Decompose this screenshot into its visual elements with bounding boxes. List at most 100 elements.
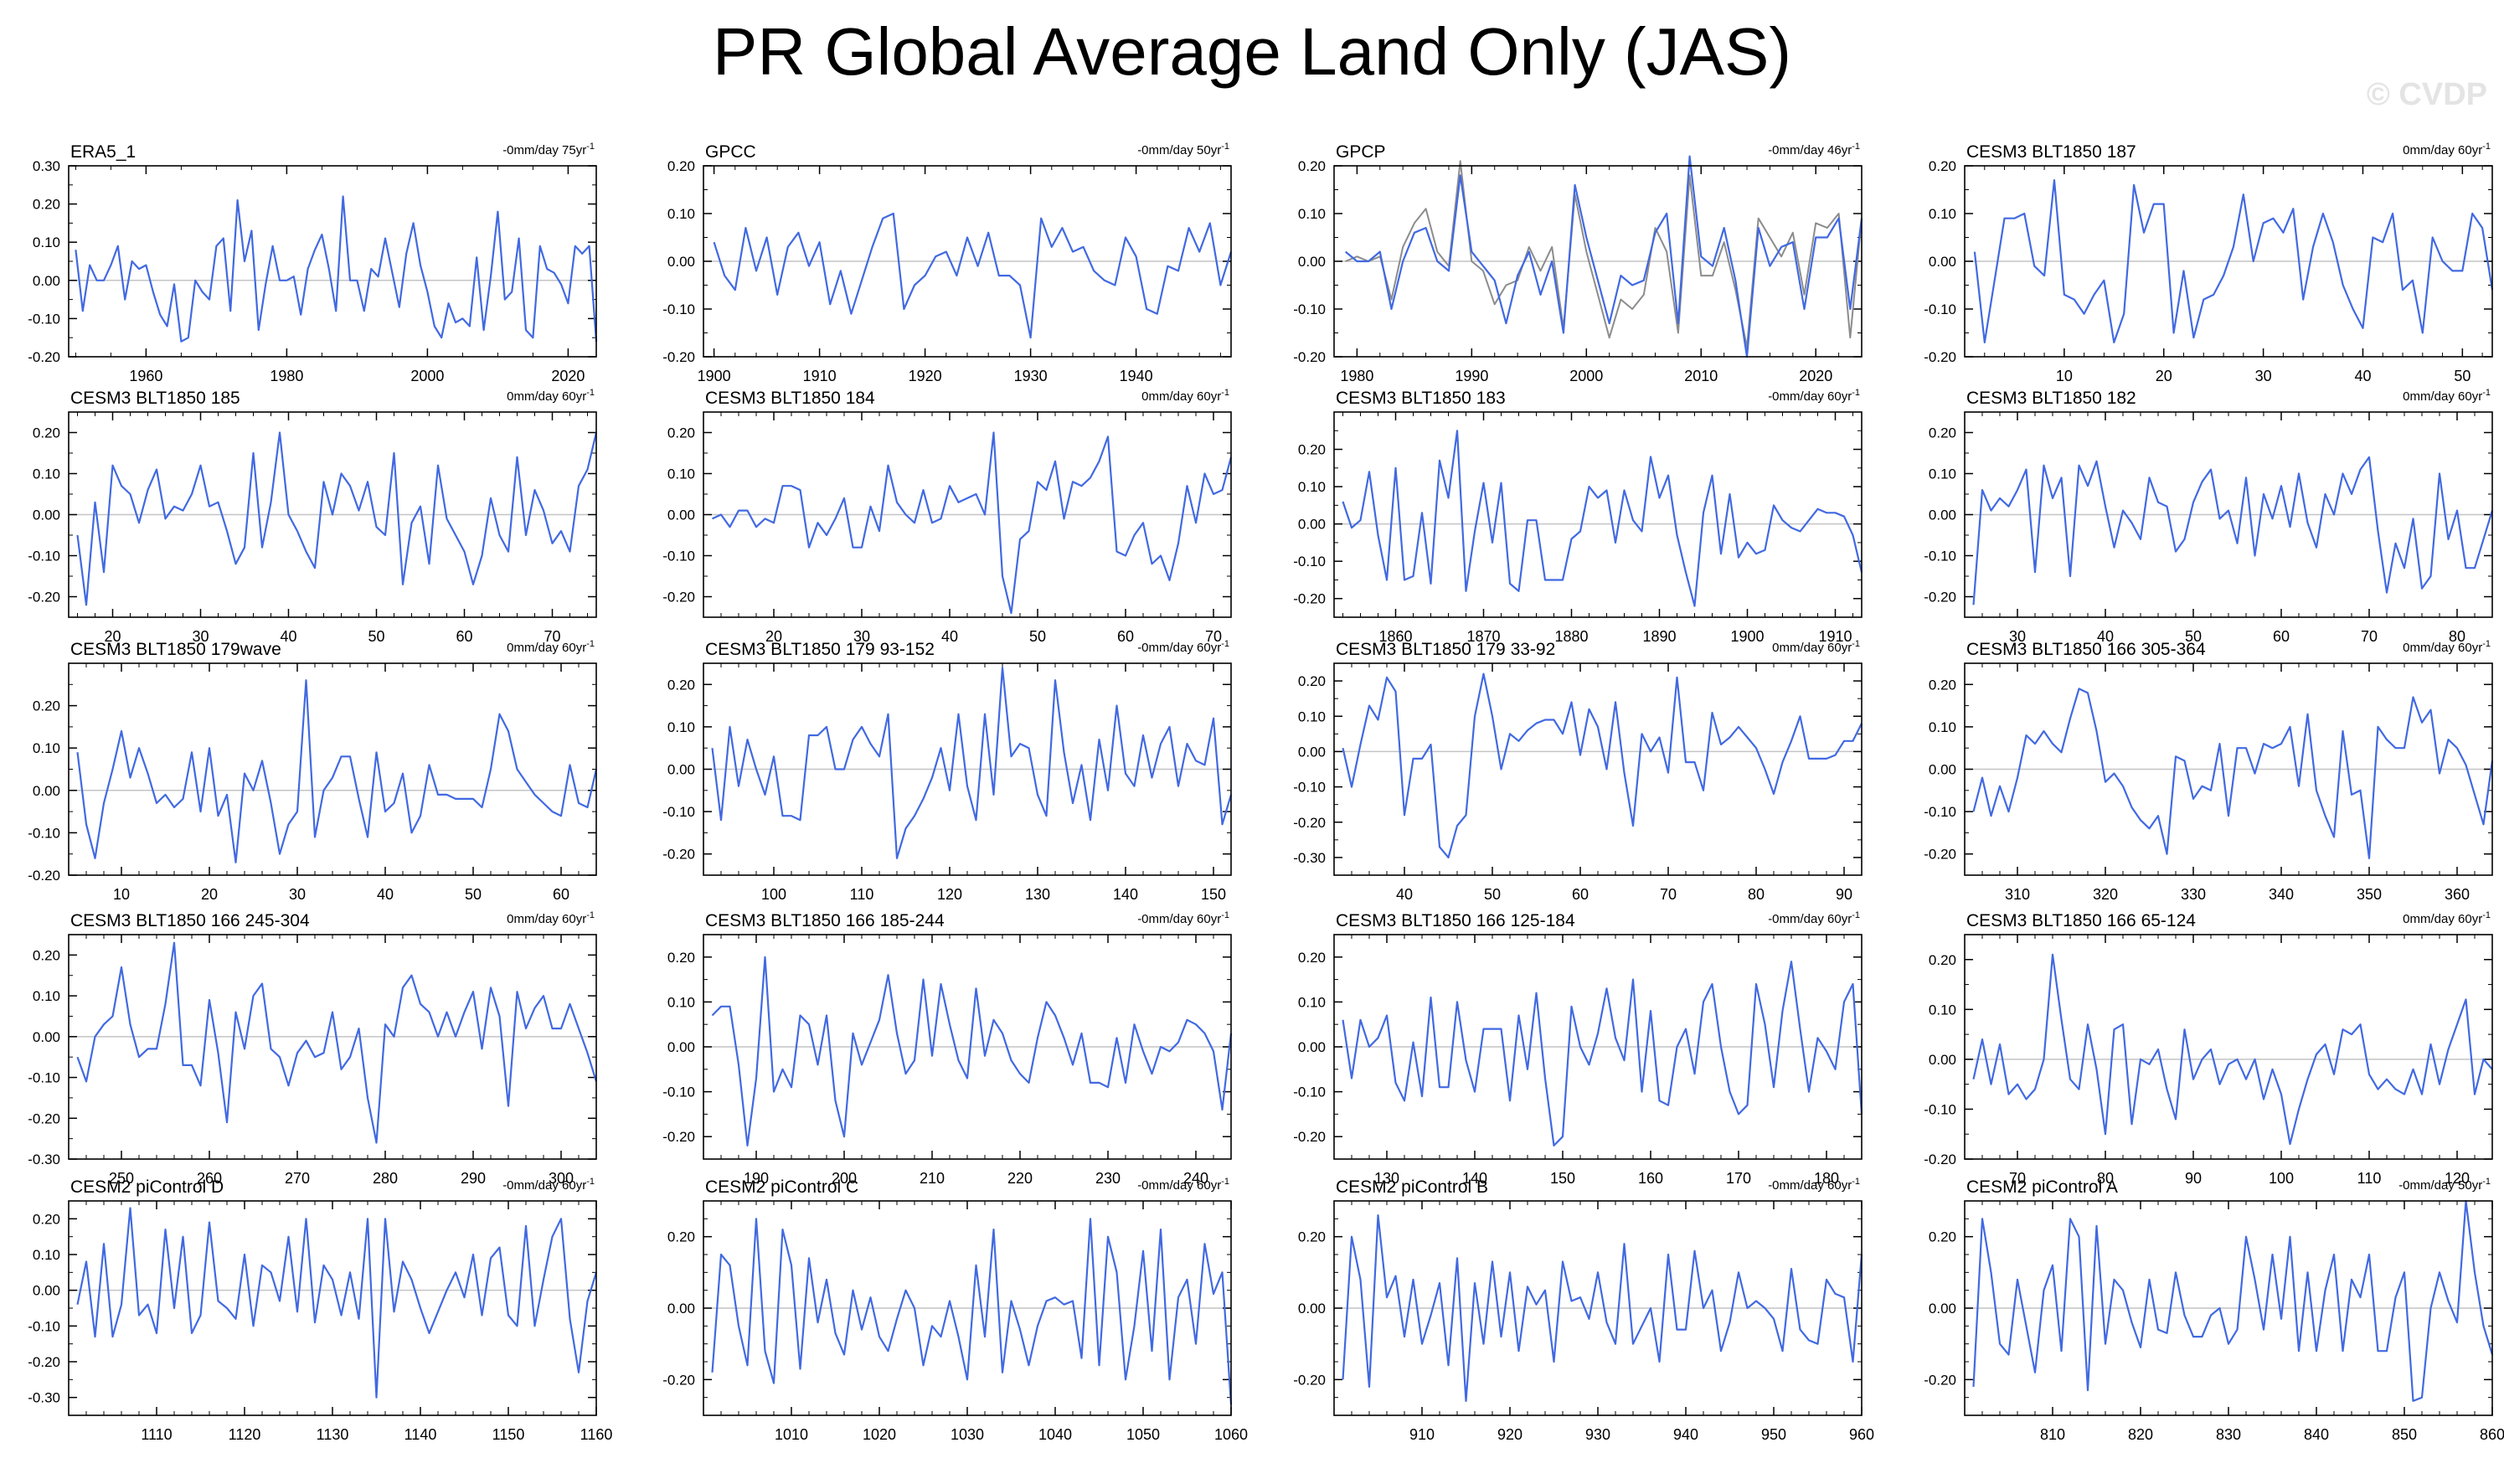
- y-tick-label: -0.20: [1924, 1152, 1956, 1167]
- x-tick-label: 60: [456, 628, 472, 645]
- y-tick-label: 0.00: [33, 783, 60, 799]
- panel: CESM3 BLT1850 166 65-124 0mm/day 60yr-1 -0…: [1924, 910, 2493, 1187]
- x-tick-label: 1960: [129, 368, 162, 384]
- x-tick-label: 30: [192, 628, 209, 645]
- y-tick-label: 0.00: [1298, 744, 1326, 760]
- x-tick-label: 40: [377, 886, 394, 903]
- y-tick-label: 0.00: [33, 508, 60, 523]
- panel: CESM3 BLT1850 185 0mm/day 60yr-1 -0.20 -0.1…: [28, 388, 598, 645]
- x-tick-label: 140: [1113, 886, 1138, 903]
- x-tick-label: 1160: [580, 1426, 613, 1443]
- trend-label: 0mm/day 60yr-1: [1141, 388, 1229, 404]
- trend-label: -0mm/day 75yr-1: [502, 142, 595, 157]
- plot-frame: [1333, 934, 1863, 1160]
- y-tick-label: 0.20: [1298, 158, 1326, 174]
- series-line: [1342, 961, 1863, 1147]
- plot-frame: [68, 934, 597, 1160]
- x-tick-label: 1040: [1038, 1426, 1072, 1443]
- y-tick-label: 0.20: [1929, 1229, 1956, 1245]
- x-tick-label: 940: [1673, 1426, 1698, 1443]
- x-tick-label: 50: [368, 628, 384, 645]
- panel: ERA5_1 -0mm/day 75yr-1 -0.20 -0.10 0.00 0.10 0…: [28, 142, 598, 384]
- plot-frame: [1333, 165, 1863, 358]
- series-line: [1344, 155, 1863, 358]
- y-tick-label: -0.20: [1924, 590, 1956, 605]
- y-tick-label: -0.30: [28, 1390, 60, 1406]
- x-tick-label: 100: [761, 886, 786, 903]
- y-tick-label: 0.00: [1298, 254, 1326, 270]
- y-tick-label: -0.20: [662, 847, 695, 863]
- y-tick-label: 0.00: [33, 273, 60, 289]
- y-tick-label: 0.00: [1298, 517, 1326, 533]
- x-tick-label: 40: [280, 628, 296, 645]
- panel-title: CESM3 BLT1850 166 125-184: [1336, 911, 1575, 930]
- panel-title: CESM3 BLT1850 166 305-364: [1966, 640, 2206, 659]
- x-tick-label: 80: [2097, 1170, 2114, 1187]
- panel-title: CESM3 BLT1850 166 65-124: [1966, 911, 2196, 930]
- panel-title: CESM3 BLT1850 184: [705, 389, 875, 408]
- panel: CESM3 BLT1850 179wave 0mm/day 60yr-1 -0.20…: [28, 639, 598, 903]
- x-tick-label: 60: [1572, 886, 1589, 903]
- x-tick-label: 310: [2005, 886, 2030, 903]
- x-tick-label: 80: [1748, 886, 1765, 903]
- x-tick-label: 1940: [1120, 368, 1153, 384]
- y-tick-label: 0.00: [1929, 1301, 1956, 1317]
- y-tick-label: 0.00: [667, 1039, 695, 1055]
- y-tick-label: -0.20: [28, 868, 60, 884]
- y-tick-label: 0.10: [667, 466, 695, 482]
- x-tick-label: 20: [104, 628, 121, 645]
- overlay-series-line: [1345, 160, 1863, 348]
- figure-title: PR Global Average Land Only (JAS): [712, 14, 1792, 89]
- panel: CESM3 BLT1850 182 0mm/day 60yr-1 -0.20 -0.1…: [1924, 388, 2494, 645]
- x-tick-label: 130: [1374, 1170, 1399, 1187]
- x-tick-label: 120: [2445, 1170, 2470, 1187]
- series-line: [1342, 430, 1863, 607]
- y-tick-label: 0.20: [1929, 158, 1956, 174]
- panel: CESM2 piControl B -0mm/day 60yr-1 -0.20 0.0…: [1293, 1177, 1874, 1443]
- x-tick-label: 1120: [229, 1426, 261, 1443]
- x-tick-label: 190: [744, 1170, 769, 1187]
- y-tick-label: 0.10: [33, 466, 60, 482]
- y-tick-label: 0.00: [1298, 1301, 1326, 1317]
- y-tick-label: 0.10: [667, 719, 695, 735]
- panel: GPCC -0mm/day 50yr-1 -0.20 -0.10 0.00 0.10 0.2…: [662, 142, 1233, 384]
- x-tick-label: 1910: [1818, 628, 1852, 645]
- x-tick-label: 30: [2255, 368, 2272, 384]
- series-line: [76, 941, 598, 1144]
- x-tick-label: 2000: [1569, 368, 1603, 384]
- y-tick-label: 0.00: [1929, 508, 1956, 523]
- series-line: [713, 212, 1233, 339]
- y-tick-label: -0.20: [1293, 1129, 1326, 1145]
- y-tick-label: 0.20: [667, 158, 695, 174]
- y-tick-label: -0.10: [662, 1085, 695, 1100]
- y-tick-label: 0.10: [33, 1247, 60, 1263]
- y-tick-label: 0.10: [1298, 479, 1326, 495]
- y-tick-label: -0.20: [1293, 591, 1326, 607]
- watermark: © CVDP: [2366, 77, 2487, 112]
- x-tick-label: 40: [2097, 628, 2114, 645]
- plot-frame: [68, 1200, 597, 1416]
- y-tick-label: 0.00: [667, 508, 695, 523]
- x-tick-label: 920: [1497, 1426, 1522, 1443]
- x-tick-label: 70: [544, 628, 560, 645]
- y-tick-label: 0.10: [667, 206, 695, 222]
- y-tick-label: 0.20: [667, 425, 695, 441]
- y-tick-label: -0.10: [662, 301, 695, 317]
- panel-title: CESM2 piControl C: [705, 1177, 858, 1197]
- x-tick-label: 70: [1205, 628, 1222, 645]
- y-tick-label: -0.20: [662, 349, 695, 365]
- x-tick-label: 70: [2361, 628, 2378, 645]
- y-tick-label: 0.10: [1298, 994, 1326, 1010]
- panel-title: CESM3 BLT1850 182: [1966, 389, 2136, 408]
- series-line: [76, 1207, 598, 1399]
- trend-label: -0mm/day 60yr-1: [502, 1177, 595, 1193]
- panel: CESM3 BLT1850 166 185-244 -0mm/day 60yr-1…: [662, 910, 1233, 1187]
- series-line: [1973, 179, 2494, 343]
- y-tick-label: -0.10: [662, 804, 695, 820]
- panel-title: CESM2 piControl D: [70, 1177, 224, 1197]
- y-tick-label: 0.00: [667, 1301, 695, 1317]
- plot-frame: [703, 662, 1232, 876]
- plot-frame: [703, 411, 1232, 618]
- x-tick-label: 2000: [410, 368, 444, 384]
- panel: CESM3 BLT1850 166 305-364 0mm/day 60yr-1 -…: [1924, 639, 2494, 903]
